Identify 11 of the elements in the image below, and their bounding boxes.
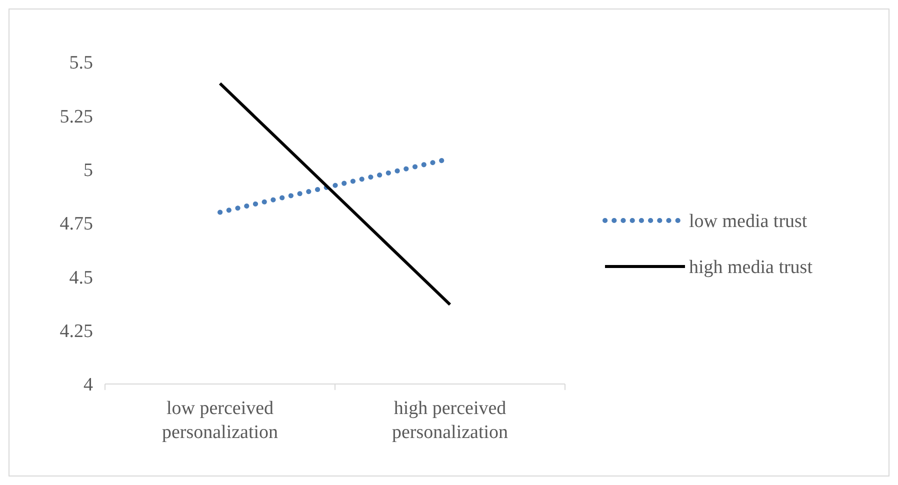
- legend-label: high media trust: [689, 257, 814, 278]
- x-tick-label: high perceived personalization: [392, 398, 509, 443]
- y-tick-label: 4.75: [60, 214, 93, 235]
- y-tick-label: 5: [84, 160, 93, 181]
- y-tick-label: 4.25: [60, 320, 93, 342]
- legend-label: low media trust: [689, 211, 808, 232]
- y-tick-label: 5.25: [60, 106, 93, 128]
- x-tick-label: low perceived personalization: [162, 398, 279, 443]
- y-tick-label: 5.5: [69, 52, 93, 74]
- y-tick-label: 4.5: [69, 267, 93, 288]
- y-tick-label: 4: [84, 374, 94, 396]
